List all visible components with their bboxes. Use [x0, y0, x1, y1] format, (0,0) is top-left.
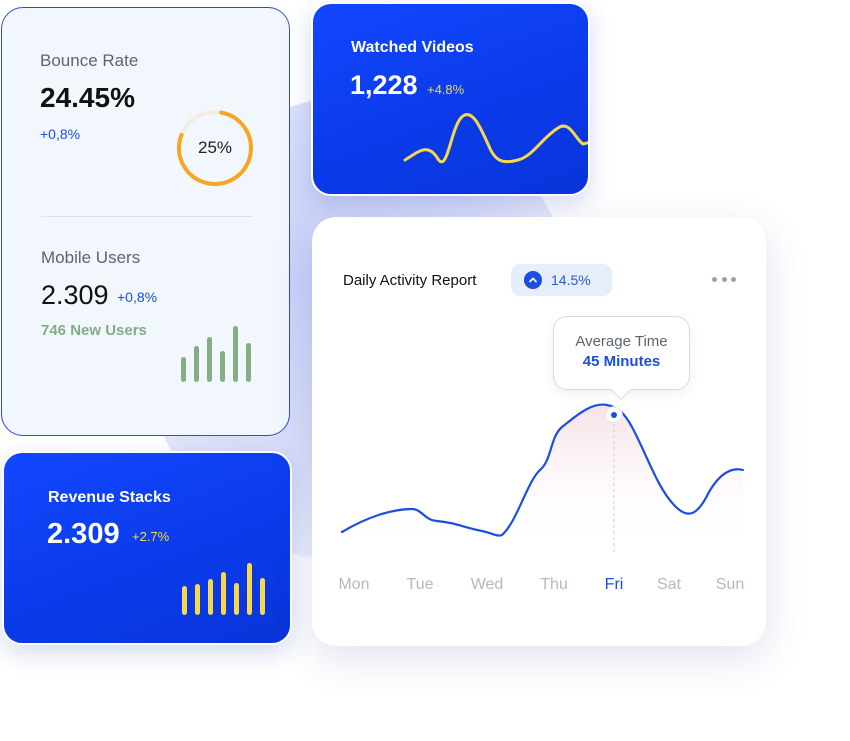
chevron-up-icon	[524, 271, 542, 289]
activity-line-chart	[340, 403, 745, 555]
revenue-bar	[260, 578, 265, 615]
revenue-stacks-delta: +2.7%	[132, 529, 170, 544]
divider	[41, 216, 252, 217]
bounce-rate-delta: +0,8%	[40, 126, 81, 142]
day-label-mon[interactable]: Mon	[338, 576, 370, 593]
revenue-bar	[247, 563, 252, 615]
mobile-users-label: Mobile Users	[41, 248, 141, 267]
watched-videos-value: 1,228	[350, 70, 418, 100]
mobile-users-delta: +0,8%	[117, 289, 158, 305]
watched-videos-sparkline	[403, 113, 588, 164]
revenue-bar	[234, 583, 239, 615]
highlight-point[interactable]	[611, 412, 617, 418]
watched-videos-title: Watched Videos	[351, 39, 474, 56]
mobile-users-bar	[194, 346, 199, 382]
revenue-stacks-bars	[182, 563, 273, 615]
mobile-users-bar	[207, 337, 212, 382]
mobile-users-bar	[246, 343, 251, 382]
stats-card: Bounce Rate 24.45% +0,8% 25% Mobile User…	[1, 7, 290, 436]
mobile-users-bars	[181, 326, 259, 382]
revenue-bar	[221, 572, 226, 615]
day-label-tue[interactable]: Tue	[406, 576, 434, 593]
tooltip-label: Average Time	[575, 333, 668, 350]
average-time-tooltip: Average Time 45 Minutes	[553, 316, 690, 400]
report-title: Daily Activity Report	[343, 272, 477, 289]
revenue-bar	[182, 586, 187, 615]
mobile-users-bar	[233, 326, 238, 382]
revenue-stacks-title: Revenue Stacks	[48, 489, 171, 506]
mobile-users-bar	[181, 357, 186, 382]
day-label-fri[interactable]: Fri	[604, 576, 624, 593]
activity-area	[342, 404, 743, 547]
report-change-badge: 14.5%	[511, 264, 612, 296]
mobile-users-bar	[220, 351, 225, 382]
day-label-sat[interactable]: Sat	[656, 576, 682, 593]
watched-videos-card: Watched Videos 1,228 +4.8%	[311, 2, 590, 196]
watched-videos-delta: +4.8%	[427, 82, 465, 97]
revenue-stacks-value: 2.309	[47, 518, 120, 550]
daily-activity-card: Daily Activity Report 14.5% Average Time…	[312, 217, 766, 646]
day-label-sun[interactable]: Sun	[715, 576, 745, 593]
tooltip-value: 45 Minutes	[582, 353, 661, 370]
bounce-rate-ring	[177, 110, 253, 186]
new-users-text: 746 New Users	[41, 322, 147, 339]
day-label-wed[interactable]: Wed	[470, 576, 504, 593]
activity-line	[340, 403, 745, 537]
revenue-bar	[208, 579, 213, 615]
bounce-rate-label: Bounce Rate	[40, 51, 139, 70]
bounce-rate-value: 24.45%	[40, 82, 135, 113]
revenue-bar	[195, 584, 200, 615]
more-dots-icon[interactable]	[712, 277, 736, 283]
day-label-thu[interactable]: Thu	[540, 576, 568, 593]
bounce-ring-label: 25%	[197, 138, 233, 157]
report-change-value: 14.5%	[551, 272, 591, 288]
revenue-stacks-card: Revenue Stacks 2.309 +2.7%	[2, 451, 292, 645]
mobile-users-value: 2.309	[41, 280, 109, 310]
